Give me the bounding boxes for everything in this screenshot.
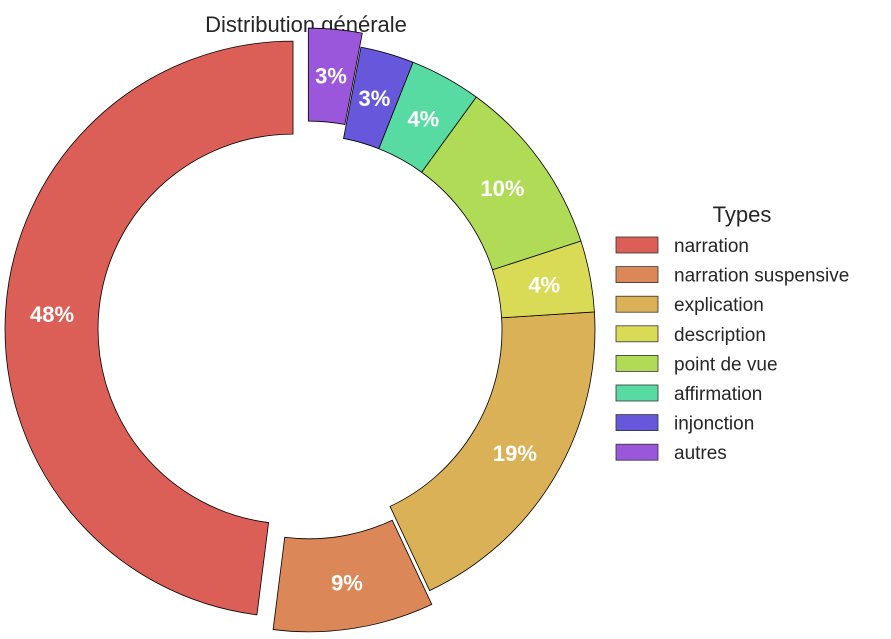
legend-swatch-narration (615, 236, 659, 254)
donut-slices (4, 27, 596, 633)
legend-label-injonction: injonction (674, 414, 754, 435)
slice-autres (307, 27, 363, 125)
slice-label-description: 4% (528, 273, 560, 298)
legend-label-autres: autres (674, 443, 727, 464)
slice-label-narration: 48% (30, 302, 74, 327)
legend-swatch-autres (615, 443, 659, 461)
legend-label-narration-suspensive: narration suspensive (674, 266, 849, 287)
legend-label-narration: narration (674, 236, 749, 257)
legend-swatch-narration-suspensive (615, 266, 659, 284)
chart-title: Distribution générale (205, 12, 407, 37)
legend-swatch-injonction (615, 414, 659, 432)
slice-label-explication: 19% (493, 441, 537, 466)
slice-narration (4, 40, 294, 616)
slice-label-affirmation: 4% (407, 106, 439, 131)
legend-label-affirmation: affirmation (674, 384, 762, 405)
legend-label-point-de-vue: point de vue (674, 354, 778, 375)
legend-swatch-point-de-vue (615, 354, 659, 372)
slice-narration-suspensive (272, 519, 433, 633)
legend: Types narration narration suspensive expli… (615, 202, 849, 464)
slice-label-point-de-vue: 10% (480, 176, 524, 201)
legend-label-explication: explication (674, 295, 764, 316)
slice-percent-labels: 48% 9% 19% 4% 10% 4% 3% 3% (30, 64, 560, 596)
slice-injonction (343, 46, 414, 150)
slice-label-narration-suspensive: 9% (331, 570, 363, 595)
legend-swatch-description (615, 325, 659, 343)
legend-swatch-explication (615, 295, 659, 313)
slice-label-injonction: 3% (358, 86, 390, 111)
legend-swatch-affirmation (615, 384, 659, 402)
legend-label-description: description (674, 325, 766, 346)
legend-title: Types (713, 202, 772, 227)
slice-label-autres: 3% (315, 64, 347, 89)
